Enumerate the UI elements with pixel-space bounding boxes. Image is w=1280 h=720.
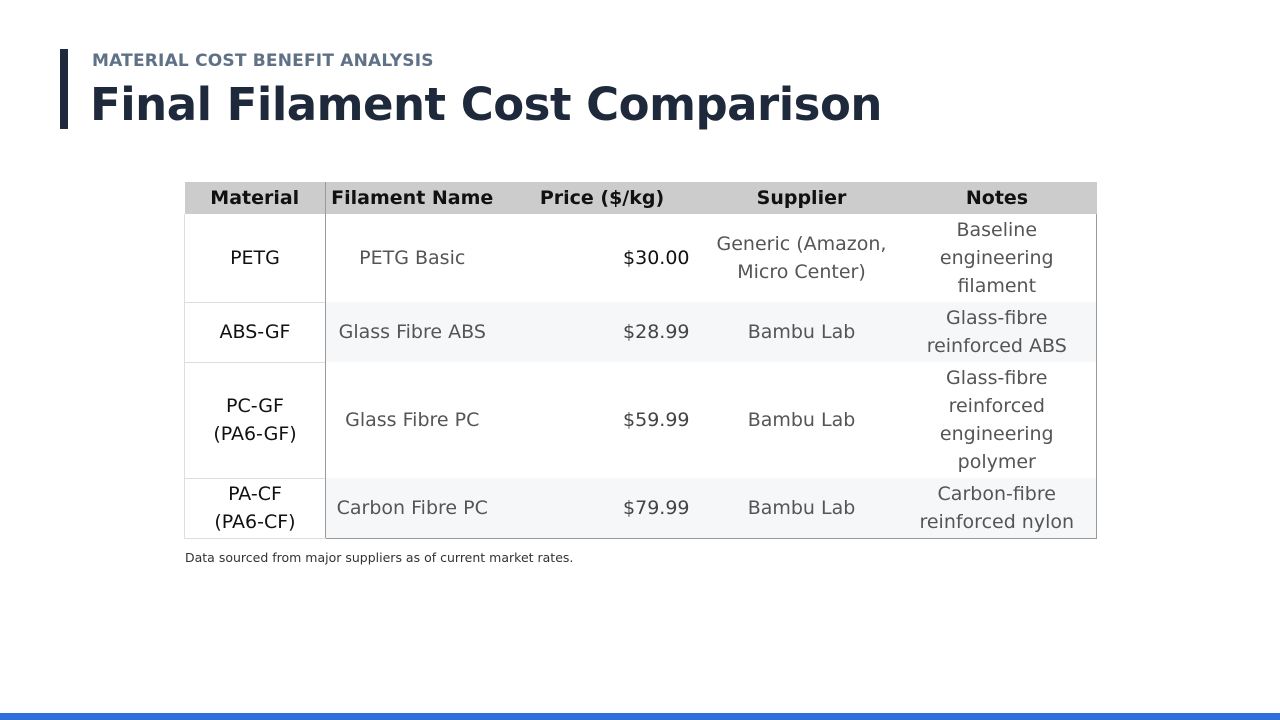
supplier-cell: Bambu Lab	[705, 478, 898, 539]
section-eyebrow: MATERIAL COST BENEFIT ANALYSIS	[92, 51, 434, 71]
notes-text: Baseline engineering filament	[939, 219, 1054, 297]
supplier-cell: Bambu Lab	[747, 409, 856, 431]
footnote: Data sourced from major suppliers as of …	[185, 550, 574, 565]
material-text: PC-GF (PA6-GF)	[213, 395, 297, 445]
supplier-cell: Generic (Amazon, Micro Center)	[716, 233, 887, 283]
table-row: PA-CF (PA6-CF) Carbon Fibre PC $79.99 Ba…	[184, 477, 1097, 539]
price-cell: $30.00	[623, 247, 690, 269]
column-header-price: Price ($/kg)	[498, 182, 706, 214]
material-cell: ABS-GF	[184, 301, 326, 362]
column-header-supplier: Supplier	[705, 182, 898, 214]
material-text: PA-CF (PA6-CF)	[214, 483, 296, 533]
table-row: PC-GF (PA6-GF) Glass Fibre PC $59.99 Bam…	[184, 361, 1097, 478]
notes-text: Glass-fibre reinforced engineering polym…	[939, 367, 1054, 473]
page-title: Final Filament Cost Comparison	[90, 78, 882, 131]
filament-name-cell: Carbon Fibre PC	[325, 478, 499, 539]
material-cell: PA-CF (PA6-CF)	[184, 477, 326, 539]
column-header-filament-name: Filament Name	[325, 182, 499, 214]
notes-text: Carbon-fibre reinforced nylon	[919, 482, 1075, 533]
material-cell: PC-GF (PA6-GF)	[184, 361, 326, 478]
table-header-row: Material Filament Name Price ($/kg) Supp…	[184, 182, 1097, 214]
filament-name-cell: Glass Fibre PC	[345, 409, 480, 431]
cost-comparison-table: Material Filament Name Price ($/kg) Supp…	[184, 182, 1097, 539]
filament-name-cell: PETG Basic	[359, 247, 466, 269]
bottom-accent-bar	[0, 713, 1280, 720]
price-cell: $79.99	[498, 478, 706, 539]
title-accent-bar	[60, 49, 68, 129]
table-row: ABS-GF Glass Fibre ABS $28.99 Bambu Lab …	[184, 301, 1097, 362]
price-cell: $28.99	[498, 302, 706, 362]
price-cell: $59.99	[623, 409, 690, 431]
filament-name-cell: Glass Fibre ABS	[325, 302, 499, 362]
notes-cell: Baseline engineering filament	[897, 214, 1097, 302]
notes-cell: Glass-fibre reinforced ABS	[897, 302, 1097, 362]
column-header-notes: Notes	[897, 182, 1097, 214]
column-header-material: Material	[184, 182, 326, 214]
table-row: PETG PETG Basic $30.00 Generic (Amazon, …	[184, 214, 1097, 302]
notes-cell: Glass-fibre reinforced engineering polym…	[897, 362, 1097, 478]
notes-cell: Carbon-fibre reinforced nylon	[897, 478, 1097, 539]
supplier-cell: Bambu Lab	[705, 302, 898, 362]
material-cell: PETG	[184, 214, 326, 302]
notes-text: Glass-fibre reinforced ABS	[926, 307, 1067, 357]
